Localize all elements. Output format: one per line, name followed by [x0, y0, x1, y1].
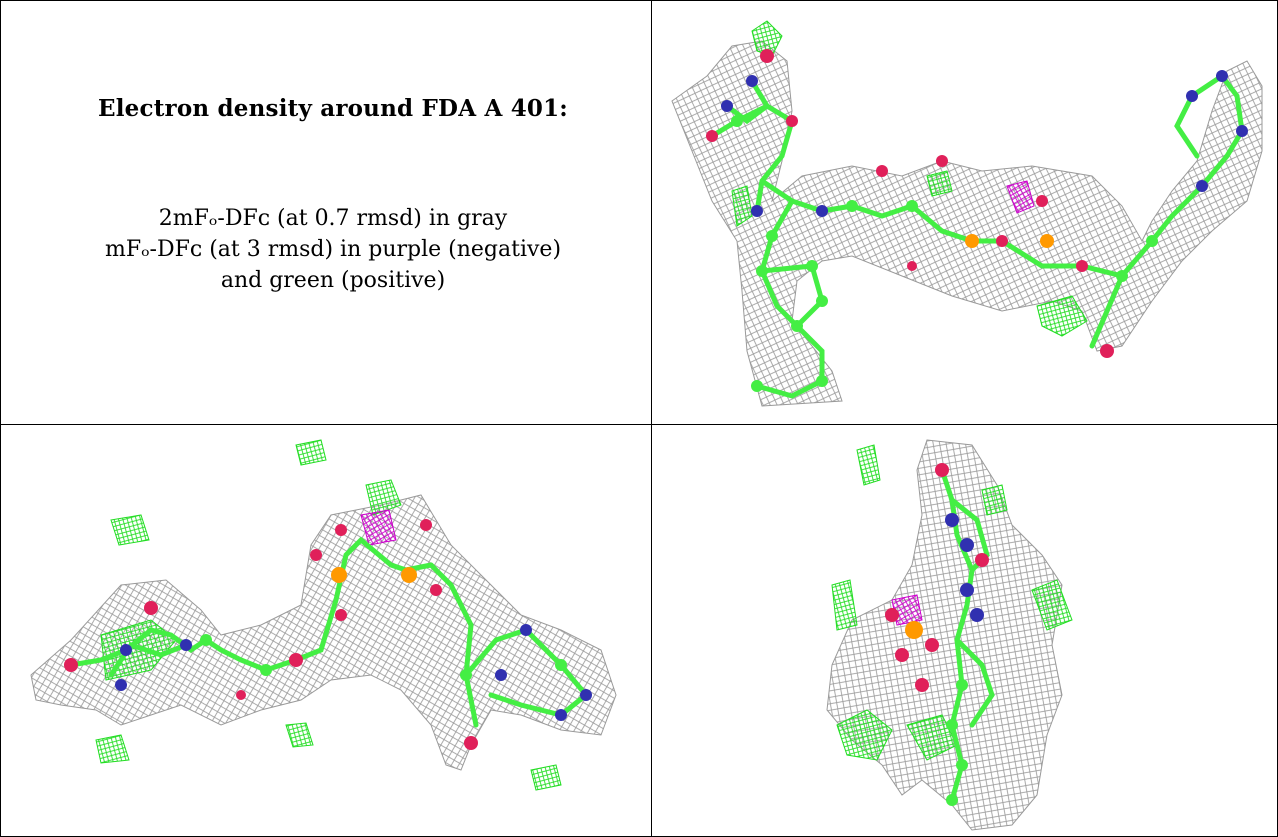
gray-density-mesh — [671, 40, 1263, 407]
purple-difference-density — [1006, 180, 1035, 214]
green-difference-density — [731, 20, 1088, 337]
density-view-bottom-left — [1, 425, 651, 836]
gray-density-mesh — [826, 439, 1063, 831]
ligand-atoms — [706, 49, 1248, 392]
ligand-atoms — [885, 463, 989, 806]
legend-line-gray: 2mFₒ-DFᴄ (at 0.7 rmsd) in gray — [158, 206, 508, 231]
legend-line-purple: mFₒ-DFᴄ (at 3 rmsd) in purple (negative) — [104, 237, 562, 262]
top-rule — [0, 0, 1278, 1]
caption-legend: 2mFₒ-DFᴄ (at 0.7 rmsd) in gray mFₒ-DFᴄ (… — [18, 203, 648, 296]
middle-vertical-rule — [651, 0, 652, 837]
legend-line-green: and green (positive) — [220, 268, 446, 293]
green-difference-density — [831, 444, 1073, 761]
caption-title: Electron density around FDA A 401: — [97, 95, 568, 122]
ligand-bonds — [68, 536, 590, 728]
purple-difference-density — [360, 509, 397, 546]
density-view-top-right — [652, 1, 1277, 424]
density-view-bottom-right — [652, 425, 1277, 836]
left-rule — [0, 0, 1, 837]
middle-horizontal-rule — [0, 424, 1278, 425]
ligand-atoms — [64, 519, 592, 750]
caption-cell: Electron density around FDA A 401: 2mFₒ-… — [18, 0, 648, 424]
